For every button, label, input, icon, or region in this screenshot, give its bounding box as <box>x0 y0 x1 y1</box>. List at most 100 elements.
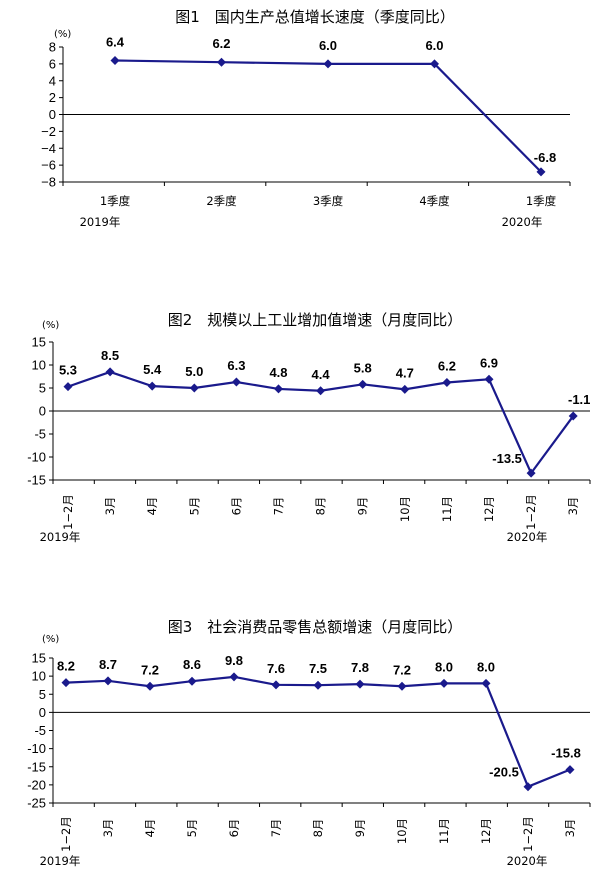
y-tick-label: 8 <box>49 40 56 55</box>
data-point <box>63 382 73 392</box>
x-tick-label: 12月 <box>479 818 493 844</box>
y-tick-label: -25 <box>27 796 46 811</box>
y-tick-label: 6 <box>49 56 56 71</box>
data-point <box>481 678 491 688</box>
y-tick-label: 0 <box>49 107 56 122</box>
x-tick-label: 1−2月 <box>61 494 75 530</box>
y-tick-label: −6 <box>41 158 56 173</box>
data-label: 6.2 <box>212 36 230 51</box>
data-label: 4.4 <box>312 367 331 382</box>
data-label: 4.8 <box>269 365 287 380</box>
x-tick-label: 8月 <box>314 497 328 516</box>
data-point <box>526 468 536 478</box>
data-label: -1.1 <box>568 392 590 407</box>
data-label: 5.4 <box>143 362 162 377</box>
data-point <box>430 59 439 69</box>
year-label: 2020年 <box>507 854 548 868</box>
chart-1: 图1 国内生产总值增长速度（季度同比） (%)86 4 2 0 −2 −4 −6 −8 1季度 2季… <box>41 8 571 229</box>
y-tick-label: −4 <box>41 141 56 156</box>
data-label: 7.5 <box>309 661 327 676</box>
data-point <box>358 379 368 389</box>
chart-3: 图3 社会消费品零售总额增速（月度同比） (%) 15 10 5 0 -5 -10 -15 -20… <box>27 618 591 868</box>
data-label: 9.8 <box>225 653 243 668</box>
data-point <box>105 367 115 377</box>
y-tick-label: −8 <box>41 175 56 190</box>
y-tick-label: 0 <box>39 404 46 419</box>
data-label: 6.3 <box>227 358 245 373</box>
y-tick-label: -10 <box>27 741 46 756</box>
x-tick-label: 3月 <box>563 819 577 838</box>
x-tick-label: 6月 <box>227 819 241 838</box>
y-tick-label: -10 <box>27 450 46 465</box>
data-point <box>145 681 155 691</box>
x-tick-label: 4月 <box>145 497 159 516</box>
data-label: 7.2 <box>141 662 159 677</box>
data-point <box>189 383 199 393</box>
year-label: 2019年 <box>80 215 121 229</box>
data-point <box>484 374 494 384</box>
x-tick-label: 7月 <box>269 819 283 838</box>
data-label: 6.0 <box>425 38 443 53</box>
data-label: 8.0 <box>477 659 495 674</box>
y-tick-label: 5 <box>39 687 46 702</box>
data-label: -13.5 <box>492 451 522 466</box>
year-label: 2019年 <box>40 530 81 544</box>
x-tick-label: 8月 <box>311 819 325 838</box>
data-label: 6.0 <box>319 38 337 53</box>
data-label: 8.7 <box>99 657 117 672</box>
data-label: 8.2 <box>57 659 75 674</box>
data-point <box>536 167 546 177</box>
x-tick-label: 5月 <box>187 497 201 516</box>
data-point <box>397 681 407 691</box>
data-point <box>271 680 281 690</box>
y-tick-label: -15 <box>27 473 46 488</box>
x-tick-label: 11月 <box>440 496 454 522</box>
y-tick-label: 15 <box>32 651 46 666</box>
data-point <box>103 676 113 686</box>
x-tick-label: 3月 <box>103 497 117 516</box>
x-tick-label: 4季度 <box>419 194 450 208</box>
y-tick-label: 2 <box>49 90 56 105</box>
x-tick-label: 1季度 <box>100 194 131 208</box>
x-tick-label: 11月 <box>437 818 451 844</box>
data-point <box>400 384 410 394</box>
data-label: 6.2 <box>438 358 456 373</box>
data-point <box>147 381 157 391</box>
data-label: 8.0 <box>435 659 453 674</box>
y-tick-label: -5 <box>34 723 46 738</box>
y-tick-label: -5 <box>34 427 46 442</box>
year-label: 2020年 <box>507 530 548 544</box>
data-label: 8.6 <box>183 657 201 672</box>
data-point <box>217 57 226 67</box>
data-point <box>313 680 323 690</box>
y-tick-label: −2 <box>41 124 56 139</box>
x-tick-label: 4月 <box>143 819 157 838</box>
data-label: 5.8 <box>354 360 372 375</box>
chart-2: 图2 规模以上工业增加值增速（月度同比） (%) 15 10 5 0 -5 -10 -15 1−2… <box>27 311 591 544</box>
x-tick-label: 2季度 <box>206 194 237 208</box>
x-tick-label: 1−2月 <box>521 816 535 852</box>
data-label: 7.6 <box>267 661 285 676</box>
data-point <box>61 678 71 688</box>
data-point <box>355 679 365 689</box>
y-tick-label: 0 <box>39 705 46 720</box>
x-tick-label: 9月 <box>353 819 367 838</box>
data-label: 7.8 <box>351 660 369 675</box>
year-label: 2019年 <box>40 854 81 868</box>
x-tick-label: 3季度 <box>313 194 344 208</box>
data-point <box>110 56 120 65</box>
y-tick-label: 4 <box>49 73 56 88</box>
data-label: 6.9 <box>480 355 498 370</box>
data-point <box>568 411 578 421</box>
y-tick-label: 10 <box>32 669 46 684</box>
x-tick-label: 5月 <box>185 819 199 838</box>
x-tick-label: 6月 <box>229 497 243 516</box>
x-tick-label: 1−2月 <box>524 494 538 530</box>
data-label: -15.8 <box>551 746 581 761</box>
y-tick-label: -20 <box>27 777 46 792</box>
data-point <box>442 377 452 387</box>
y-tick-label: -15 <box>27 759 46 774</box>
data-label: 8.5 <box>101 348 119 363</box>
data-label: -6.8 <box>534 150 556 165</box>
x-tick-label: 10月 <box>395 818 409 844</box>
